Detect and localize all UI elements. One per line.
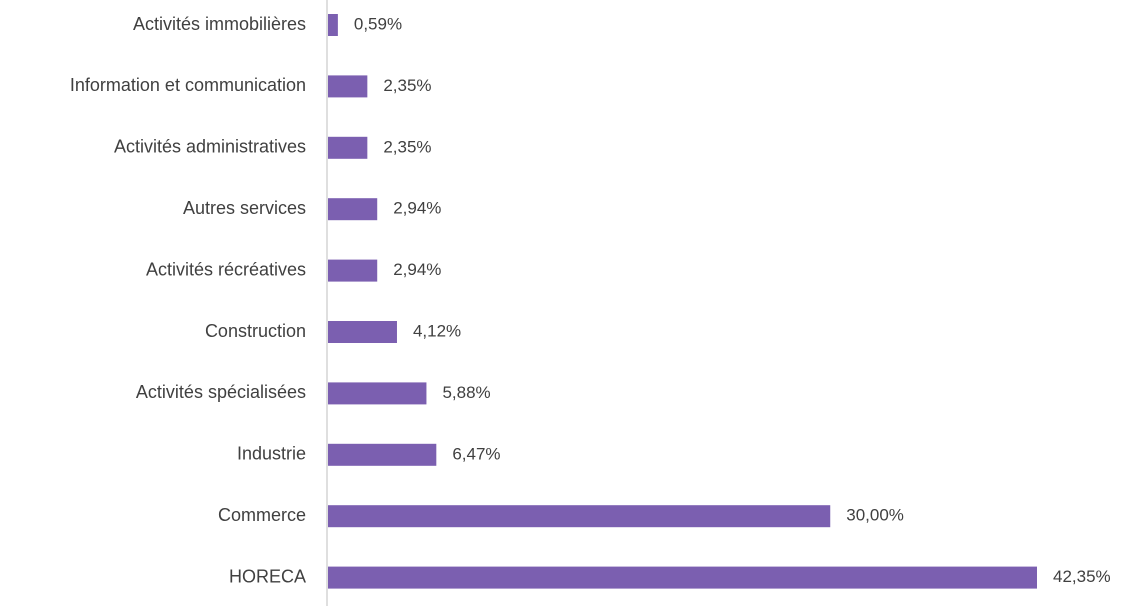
bar-2 — [328, 136, 368, 159]
category-label-3: Autres services — [183, 198, 306, 218]
bars-group — [328, 14, 1037, 589]
category-label-7: Industrie — [237, 444, 306, 464]
category-label-8: Commerce — [218, 505, 306, 525]
category-label-6: Activités spécialisées — [136, 382, 306, 402]
value-label-3: 2,94% — [393, 199, 441, 218]
bar-0 — [328, 14, 338, 36]
category-labels-group: Activités immobilières Information et com… — [70, 14, 306, 587]
bar-6 — [328, 382, 427, 405]
value-label-6: 5,88% — [442, 383, 490, 402]
category-label-1: Information et communication — [70, 75, 306, 95]
category-label-4: Activités récréatives — [146, 259, 306, 279]
value-label-9: 42,35% — [1053, 567, 1111, 586]
category-label-9: HORECA — [229, 566, 306, 586]
value-label-0: 0,59% — [354, 14, 402, 33]
value-label-2: 2,35% — [383, 137, 431, 156]
category-label-5: Construction — [205, 321, 306, 341]
category-label-2: Activités administratives — [114, 137, 306, 157]
category-label-0: Activités immobilières — [133, 14, 306, 34]
value-label-5: 4,12% — [413, 321, 461, 340]
bar-7 — [328, 443, 437, 466]
bar-4 — [328, 259, 378, 282]
value-labels-group: 0,59% 2,35% 2,35% 2,94% 2,94% 4,12% 5,88% 6,47%… — [354, 14, 1111, 586]
value-label-1: 2,35% — [383, 76, 431, 95]
value-label-4: 2,94% — [393, 260, 441, 279]
bar-1 — [328, 75, 368, 98]
bar-3 — [328, 198, 378, 221]
bar-9 — [328, 566, 1037, 589]
value-label-7: 6,47% — [452, 444, 500, 463]
value-label-8: 30,00% — [846, 506, 904, 525]
bar-8 — [328, 505, 831, 528]
bar-5 — [328, 321, 397, 343]
